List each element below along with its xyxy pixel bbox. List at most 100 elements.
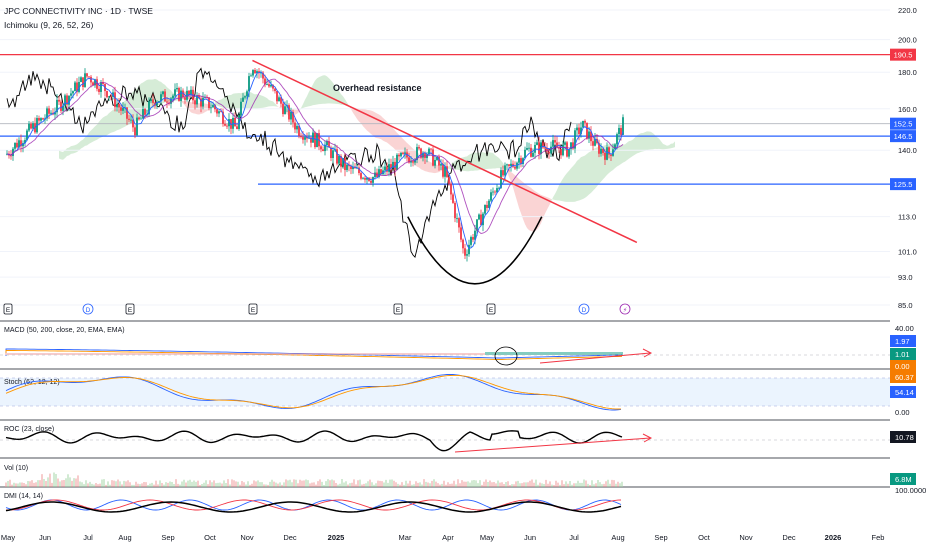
cloud-segment — [117, 105, 119, 131]
time-axis[interactable]: May Jun Jul Aug Sep Oct Nov Dec 2025 Mar Apr May Jun… — [1, 533, 885, 542]
candle-body — [456, 218, 458, 219]
resistance-trendline[interactable] — [252, 59, 638, 244]
candle-body — [28, 123, 30, 131]
candle-body — [172, 95, 174, 99]
rounding-bottom-arc[interactable] — [407, 216, 543, 285]
cloud-segment — [667, 145, 669, 149]
cloud-segment — [111, 109, 113, 133]
candle-body — [462, 239, 464, 249]
time-tick-label: Jul — [83, 533, 93, 542]
price-level-tag[interactable] — [890, 130, 916, 143]
cloud-segment — [219, 99, 221, 108]
dmi-plus-line — [5, 499, 622, 511]
event-markers[interactable]: E D E E E E D ⚡ — [3, 303, 631, 315]
candle-body — [196, 95, 198, 105]
candle-body — [340, 156, 342, 167]
cloud-segment — [101, 117, 103, 138]
cloud-segment — [433, 163, 435, 174]
cloud-segment — [105, 115, 107, 136]
cloud-segment — [295, 109, 297, 115]
pane-value-tag[interactable] — [890, 473, 916, 485]
candle-body — [384, 166, 386, 171]
candle-body — [184, 97, 186, 100]
cloud-segment — [527, 185, 529, 231]
symbol-title: JPC CONNECTIVITY INC · 1D · TWSE — [4, 6, 153, 16]
candle-body — [496, 188, 498, 193]
pane-value-tag[interactable] — [890, 371, 916, 383]
candle-body — [174, 89, 176, 96]
pane-value-tag[interactable] — [890, 335, 916, 347]
cloud-segment — [307, 91, 309, 107]
cloud-segment — [257, 94, 259, 109]
cloud-segment — [109, 111, 111, 134]
candle-body — [550, 146, 552, 154]
candle-body — [366, 177, 368, 180]
candle-body — [558, 147, 560, 149]
candle-body — [446, 166, 448, 177]
candle-body — [554, 140, 556, 143]
cloud-segment — [185, 101, 187, 109]
macd-cross-circle[interactable] — [494, 346, 518, 366]
cloud-segment — [567, 170, 569, 202]
price-pane[interactable]: Overhead resistance E D E E E E D ⚡ — [0, 9, 890, 315]
cloud-segment — [535, 191, 537, 232]
event-marker-label: E — [396, 307, 401, 314]
price-level-tag-label: 152.5 — [894, 120, 913, 129]
candle-body — [492, 191, 494, 193]
candle-body — [438, 157, 440, 166]
macd-arrow[interactable] — [539, 352, 651, 364]
pane-value-tag[interactable] — [890, 431, 916, 443]
split-marker[interactable] — [619, 303, 631, 315]
candle-body — [592, 141, 594, 146]
cloud-segment — [263, 95, 265, 108]
earnings-marker[interactable] — [248, 303, 258, 315]
candle-body — [520, 158, 522, 164]
candle-body — [150, 99, 152, 102]
candle-body — [108, 96, 110, 98]
pane-value-tag[interactable] — [890, 360, 916, 372]
dividend-marker[interactable] — [578, 303, 590, 315]
candle-body — [94, 79, 96, 86]
pane-value-tag[interactable] — [890, 386, 916, 398]
cloud-segment — [73, 145, 75, 154]
cloud-segment — [393, 128, 395, 150]
candle-body — [536, 142, 538, 145]
candle-body — [600, 148, 602, 154]
cloud-segment — [79, 140, 81, 151]
earnings-marker[interactable] — [486, 303, 496, 315]
dividend-marker[interactable] — [82, 303, 94, 315]
cloud-segment — [235, 93, 237, 110]
price-level-tag[interactable] — [890, 117, 916, 130]
price-level-tag[interactable] — [890, 48, 916, 61]
cloud-segment — [271, 100, 273, 107]
candle-body — [616, 134, 618, 145]
cloud-segment — [225, 95, 227, 109]
time-tick-label: Dec — [283, 533, 297, 542]
candle-body — [390, 164, 392, 169]
macd-signal-line — [5, 350, 623, 360]
cloud-segment — [483, 152, 485, 170]
price-level-tag[interactable] — [890, 178, 916, 191]
cloud-segment — [325, 75, 327, 104]
price-axis[interactable]: 220.0 200.0 180.0 160.0 140.0 113.0 101.0 93.0 8… — [890, 0, 932, 525]
pane-value-tag[interactable] — [890, 348, 916, 360]
cloud-segment — [553, 193, 555, 201]
earnings-marker[interactable] — [3, 303, 13, 315]
roc-arrow[interactable] — [454, 437, 651, 453]
event-marker-label: ⚡ — [623, 307, 628, 314]
candle-body — [380, 169, 382, 175]
time-tick-label: Nov — [739, 533, 753, 542]
cloud-segment — [411, 146, 413, 164]
candle-body — [170, 98, 172, 104]
candle-body — [540, 142, 542, 154]
candle-body — [378, 169, 380, 177]
moving-averages — [6, 71, 624, 250]
cloud-segment — [269, 99, 271, 107]
cloud-segment — [387, 121, 389, 145]
earnings-marker[interactable] — [125, 303, 135, 315]
horizontal-levels[interactable] — [0, 54, 890, 185]
earnings-marker[interactable] — [393, 303, 403, 315]
candle-body — [70, 93, 72, 96]
cloud-segment — [645, 131, 647, 151]
